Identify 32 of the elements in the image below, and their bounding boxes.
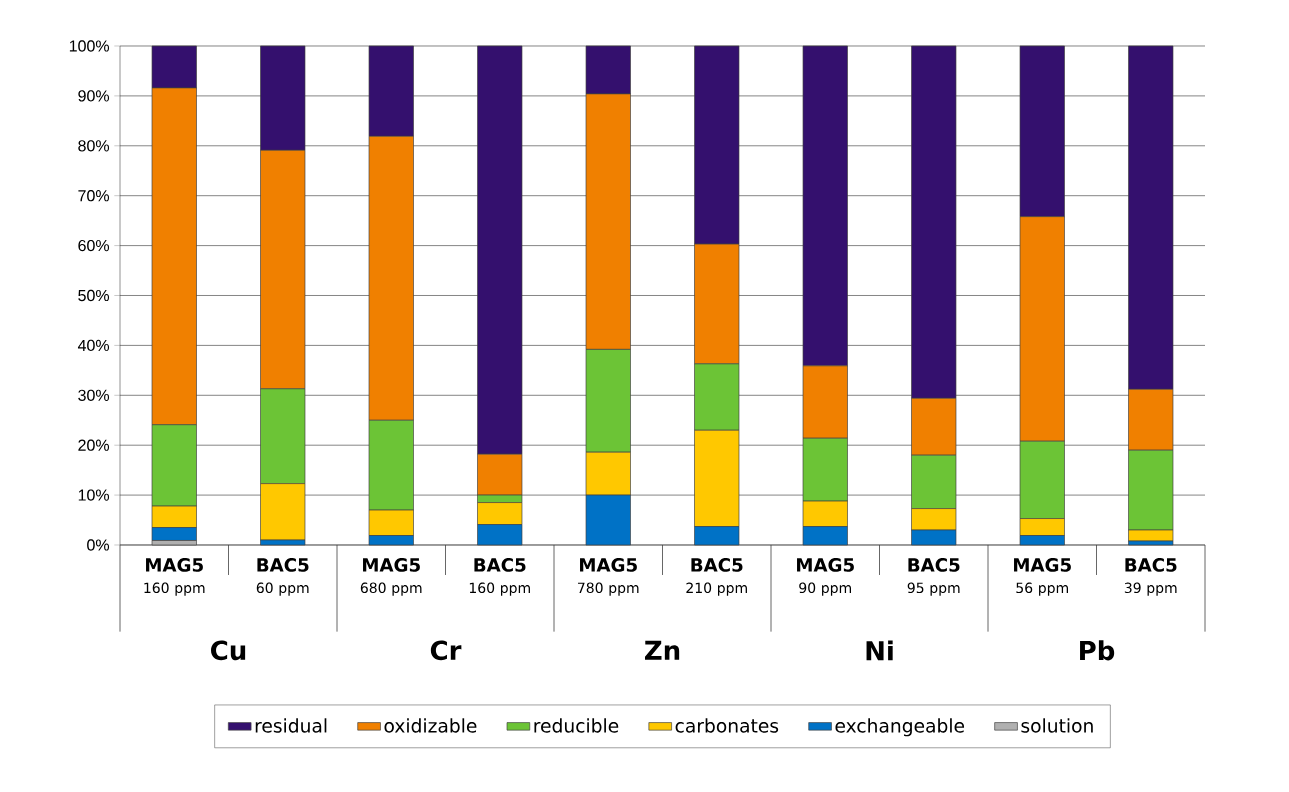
x-tick-label: BAC5 210 ppm bbox=[686, 558, 747, 596]
y-tick-label: 90% bbox=[78, 90, 110, 102]
x-tick-label: MAG5 680 ppm bbox=[360, 558, 422, 596]
legend-label: exchangeable bbox=[835, 718, 965, 737]
y-tick-label: 50% bbox=[78, 289, 110, 302]
y-tick-label: 100% bbox=[69, 40, 110, 52]
y-tick-label: 10% bbox=[78, 489, 110, 501]
legend-label: residual bbox=[255, 718, 327, 733]
text: Zn bbox=[645, 640, 680, 660]
text: Cr bbox=[430, 640, 462, 661]
legend-label: reducible bbox=[534, 718, 619, 733]
text: Ni bbox=[866, 640, 893, 661]
y-tick-label: 70% bbox=[78, 190, 110, 202]
legend-label: carbonates bbox=[675, 718, 779, 733]
text: Cu bbox=[211, 640, 246, 661]
legend-label: oxidizable bbox=[384, 718, 477, 733]
x-tick-label: BAC5 95 ppm bbox=[907, 558, 960, 596]
x-tick-label: MAG5 160 ppm bbox=[144, 558, 205, 596]
x-tick-label: BAC5 39 ppm bbox=[1124, 558, 1177, 596]
y-tick-label: 0% bbox=[87, 539, 110, 551]
x-tick-label: MAG5 90 ppm bbox=[797, 558, 854, 596]
x-tick-label: MAG5 56 ppm bbox=[1014, 558, 1071, 596]
y-tick-label: 20% bbox=[78, 439, 110, 451]
legend-label: solution bbox=[1021, 718, 1093, 733]
x-tick-label: BAC5 60 ppm bbox=[256, 558, 309, 596]
y-tick-label: 40% bbox=[77, 339, 110, 352]
x-tick-label: MAG5 780 ppm bbox=[578, 558, 639, 596]
x-tick-label: BAC5 160 ppm bbox=[469, 558, 530, 596]
y-tick-label: 80% bbox=[78, 140, 110, 152]
y-tick-label: 30% bbox=[78, 389, 110, 401]
y-tick-label: 60% bbox=[78, 239, 110, 252]
text: Pb bbox=[1080, 640, 1115, 661]
